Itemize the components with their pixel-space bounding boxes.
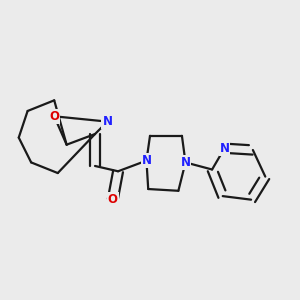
- Text: N: N: [142, 154, 152, 167]
- Text: N: N: [220, 142, 230, 155]
- Text: O: O: [49, 110, 59, 123]
- Text: O: O: [108, 193, 118, 206]
- Text: N: N: [102, 115, 112, 128]
- Text: N: N: [181, 156, 190, 169]
